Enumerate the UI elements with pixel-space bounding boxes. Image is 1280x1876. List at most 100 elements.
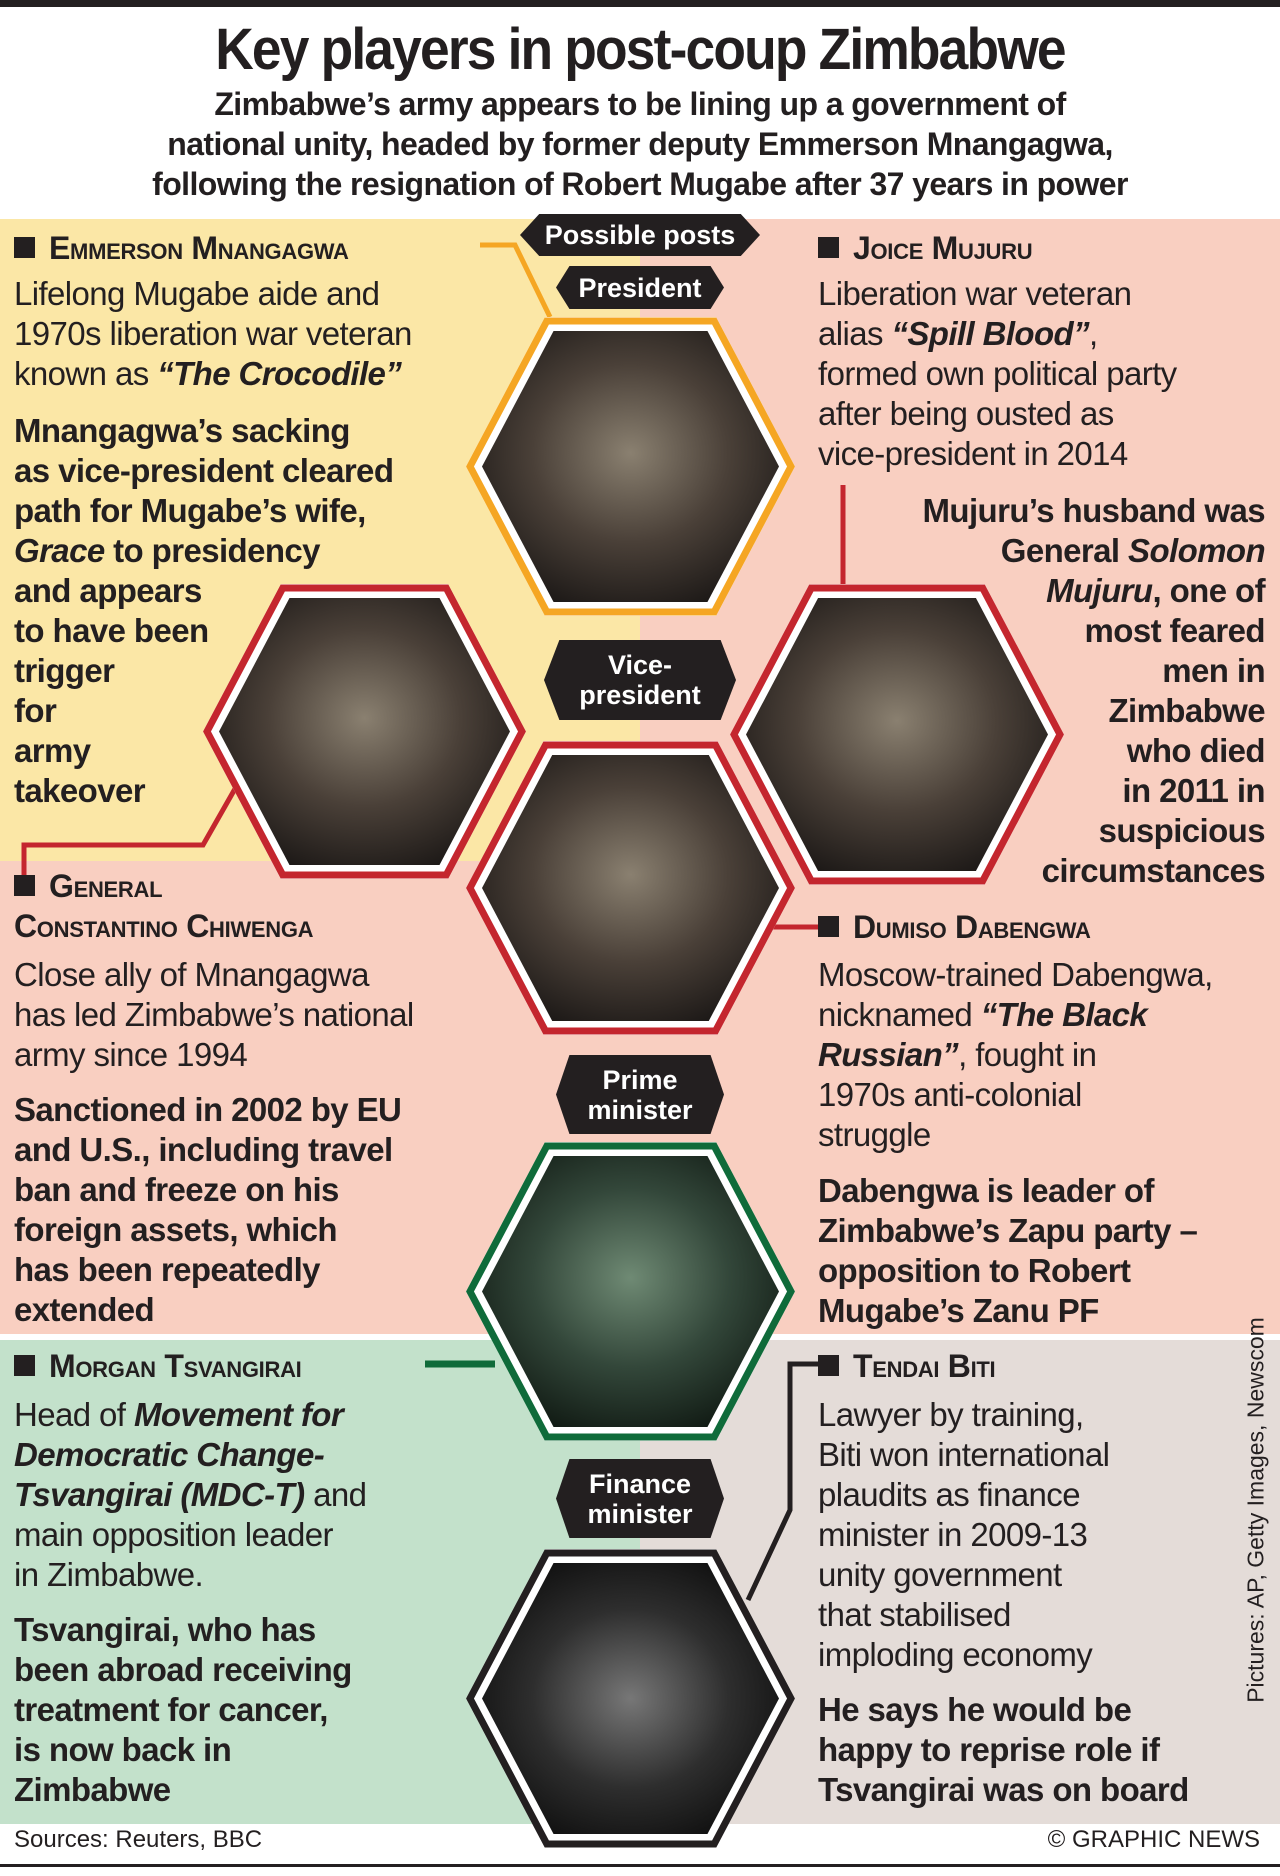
text-line: who died [923, 731, 1266, 771]
mujuru-detail: Mujuru’s husband was General Solomon Mujur… [923, 491, 1266, 891]
post-text: Prime [602, 1064, 678, 1095]
post-text: Vice- [607, 650, 673, 680]
text-line: been abroad receiving [14, 1650, 352, 1690]
text-segment: opposition to Robert [818, 1252, 1131, 1289]
text-line: circumstances [923, 851, 1266, 891]
post-text: minister [587, 1094, 693, 1125]
text-line: minister in 2009-13 [818, 1515, 1109, 1555]
sources: Sources: Reuters, BBC [14, 1826, 263, 1853]
text-line: Lifelong Mugabe aide and [14, 274, 412, 314]
text-line: Lawyer by training, [818, 1395, 1109, 1435]
photo-tsvangirai [466, 1142, 795, 1441]
post-text: minister [587, 1498, 693, 1529]
text-segment: nicknamed [818, 996, 981, 1033]
text-line: Dabengwa is leader of [818, 1171, 1197, 1211]
text-segment: Zimbabwe [14, 1771, 171, 1808]
person-name: Emmerson Mnangagwa [49, 230, 349, 266]
copyright: © GRAPHIC NEWS [1047, 1826, 1260, 1853]
emphasis-text: Mujuru [1046, 572, 1153, 609]
text-line: is now back in [14, 1730, 352, 1770]
photo-dabengwa [466, 741, 795, 1035]
portrait-photo [219, 598, 510, 865]
text-segment: General [1000, 532, 1129, 569]
bottom-rule [0, 1864, 1280, 1867]
text-segment: has been repeatedly [14, 1251, 321, 1288]
text-segment: 1970s liberation war veteran [14, 315, 412, 352]
text-segment: who died [1126, 732, 1266, 769]
bullet-square-icon [818, 916, 839, 937]
text-line: Tsvangirai, who has [14, 1610, 352, 1650]
text-line: formed own political party [818, 354, 1177, 394]
text-line: in 2011 in [923, 771, 1265, 811]
text-segment: Moscow-trained Dabengwa, [818, 956, 1213, 993]
text-segment: known as [14, 355, 158, 392]
text-line: path for Mugabe’s wife, [14, 491, 393, 531]
text-line: after being ousted as [818, 394, 1177, 434]
text-line: to have been [14, 611, 393, 651]
text-segment: unity government [818, 1556, 1062, 1593]
text-line: main opposition leader [14, 1515, 366, 1555]
text-segment: vice-president in 2014 [818, 435, 1128, 472]
text-line: struggle [818, 1115, 1213, 1155]
text-segment: treatment for cancer, [14, 1691, 328, 1728]
text-line: has been repeatedly [14, 1250, 401, 1290]
bullet-square-icon [14, 1355, 35, 1376]
heading-mnangagwa: Emmerson Mnangagwa [14, 228, 349, 268]
text-line: Russian”, fought in [818, 1035, 1213, 1075]
text-segment: has led Zimbabwe’s national [14, 996, 414, 1033]
chiwenga-detail: Sanctioned in 2002 by EU and U.S., includ… [14, 1090, 402, 1330]
heading-tsvangirai: Morgan Tsvangirai [14, 1346, 302, 1386]
text-line: known as “The Crocodile” [14, 354, 412, 394]
text-line: treatment for cancer, [14, 1690, 352, 1730]
emphasis-text: Movement for [133, 1396, 344, 1433]
text-segment: He says he would be [818, 1691, 1132, 1728]
tsvangirai-bio: Head of Movement for Democratic Change- Ts… [14, 1395, 367, 1595]
text-line: Liberation war veteran [818, 274, 1177, 314]
person-name: Constantino Chiwenga [14, 908, 314, 944]
text-line: as vice-president cleared [14, 451, 394, 491]
text-line: happy to reprise role if [818, 1730, 1189, 1770]
text-segment: Liberation war veteran [818, 275, 1132, 312]
text-segment: is now back in [14, 1731, 232, 1768]
text-line: Zimbabwe [923, 691, 1265, 731]
heading-biti: Tendai Biti [818, 1346, 996, 1386]
text-line: men in [923, 651, 1265, 691]
picture-credit: Pictures: AP, Getty Images, Newscom [1242, 1317, 1269, 1703]
mnangagwa-bio: Lifelong Mugabe aide and 1970s liberation… [14, 274, 412, 394]
post-president-text: President [578, 272, 702, 303]
text-segment: Sanctioned in 2002 by EU [14, 1091, 402, 1128]
text-segment: Dabengwa is leader of [818, 1172, 1154, 1209]
text-line: Head of Movement for [14, 1395, 366, 1435]
person-name: Morgan Tsvangirai [49, 1348, 302, 1384]
text-segment: men in [1162, 652, 1265, 689]
post-text: president [579, 680, 701, 710]
text-segment: after being ousted as [818, 395, 1114, 432]
text-line: Mujuru, one of [923, 571, 1266, 611]
text-segment: imploding economy [818, 1636, 1093, 1673]
text-segment: as vice-president cleared [14, 452, 394, 489]
person-name: Joice Mujuru [853, 230, 1033, 266]
text-segment: Zimbabwe [1108, 692, 1265, 729]
text-segment: , one of [1152, 572, 1265, 609]
portrait-photo [746, 598, 1048, 871]
post-vice-president-label: Vice-president [544, 640, 736, 720]
text-line: vice-president in 2014 [818, 434, 1177, 474]
text-segment: extended [14, 1291, 155, 1328]
text-segment: most feared [1084, 612, 1266, 649]
text-line: foreign assets, which [14, 1210, 401, 1250]
bullet-square-icon [818, 1355, 839, 1376]
person-name: Tendai Biti [853, 1348, 996, 1384]
mujuru-bio: Liberation war veteran alias “Spill Blood… [818, 274, 1177, 474]
text-segment: and U.S., including travel [14, 1131, 393, 1168]
text-line: Tsvangirai was on board [818, 1770, 1189, 1810]
connector-biti [745, 1361, 826, 1602]
text-line: ban and freeze on his [14, 1170, 401, 1210]
text-segment: 1970s anti-colonial [818, 1076, 1082, 1113]
page-title: Key players in post-coup Zimbabwe [215, 17, 1066, 82]
post-text: Finance [588, 1468, 692, 1499]
text-segment: and appears [14, 572, 202, 609]
portrait-photo [482, 1156, 779, 1427]
text-segment: Head of [14, 1396, 134, 1433]
portrait-photo [482, 1563, 779, 1834]
